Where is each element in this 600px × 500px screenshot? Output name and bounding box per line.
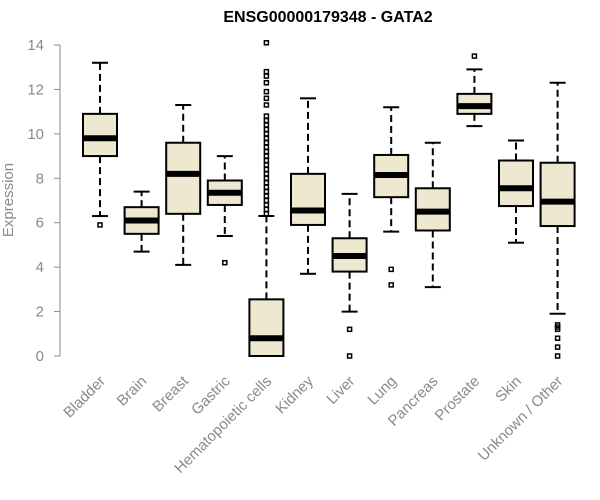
outlier-point-27 [263,73,270,79]
box-9 [456,53,493,128]
y-axis-title: Expression [0,163,17,237]
outlier-point-6 [263,184,270,190]
outlier-point-0 [471,53,478,59]
box-iqr [290,172,326,226]
category-label-7: Lung [364,373,400,409]
outlier-point-18 [263,131,270,137]
outlier-point-17 [263,135,270,142]
outlier-point-9 [263,171,270,177]
category-label-1: Brain [114,373,151,410]
outlier-point-0 [222,259,228,266]
y-tick-label-3: 6 [36,215,44,232]
outlier-point-1 [388,282,394,288]
chart-title: ENSG00000179348 - GATA2 [223,9,432,26]
outlier-point-1 [346,353,353,359]
category-label-6: Liver [323,373,358,408]
outlier-point-0 [346,326,353,333]
box-iqr [498,159,534,208]
y-tick-label-0: 0 [36,348,44,365]
box-iqr [165,141,202,215]
y-tick-label-5: 10 [27,126,44,143]
box-7 [373,106,410,288]
outlier-point-0 [97,222,103,228]
category-label-2: Breast [149,372,192,415]
outlier-point-14 [263,148,270,155]
outlier-point-4 [554,344,561,350]
outlier-point-8 [263,175,270,182]
outlier-point-13 [263,153,270,159]
boxes [82,40,576,359]
box-1 [123,190,160,253]
box-8 [414,141,451,289]
outlier-point-28 [263,68,270,75]
outlier-point-7 [263,179,270,186]
outlier-point-19 [263,126,270,133]
outlier-point-22 [263,113,270,119]
box-iqr [539,161,576,228]
outlier-point-0 [388,266,394,273]
box-iqr [248,298,285,358]
outlier-point-23 [263,102,270,108]
box-0 [82,61,118,228]
outlier-point-5 [554,353,561,359]
outlier-point-3 [554,335,561,341]
outlier-point-5 [263,188,270,195]
category-label-5: Kidney [272,372,317,417]
outlier-point-2 [263,202,270,208]
outlier-point-24 [263,95,270,102]
outlier-point-16 [263,139,270,146]
outlier-point-1 [263,206,270,213]
outlier-point-4 [263,193,270,199]
outlier-point-2 [554,326,561,333]
y-tick-label-4: 8 [36,170,44,187]
outlier-point-10 [263,166,270,173]
outlier-point-3 [263,197,270,204]
category-label-0: Bladder [60,373,109,422]
outlier-point-12 [263,157,270,164]
box-10 [498,139,534,244]
y-tick-label-2: 4 [36,259,44,276]
y-tick-label-7: 14 [27,37,44,54]
box-3 [206,155,243,266]
category-label-9: Prostate [432,373,484,425]
axes: 0 2 4 6 8 10 12 14 [27,37,61,365]
outlier-point-26 [263,80,270,86]
outlier-point-21 [263,117,270,124]
box-5 [290,97,326,275]
box-4 [248,40,285,358]
outlier-point-29 [263,40,270,46]
outlier-point-0 [263,211,270,217]
outlier-point-11 [263,162,270,168]
outlier-point-15 [263,144,270,150]
box-6 [331,192,368,359]
box-2 [165,103,202,266]
y-tick-label-6: 12 [27,81,44,98]
category-label-10: Skin [492,373,525,406]
y-tick-label-1: 2 [36,304,44,321]
outlier-point-20 [263,122,270,128]
outlier-point-25 [263,88,270,95]
box-iqr [82,112,118,158]
box-11 [539,81,576,359]
